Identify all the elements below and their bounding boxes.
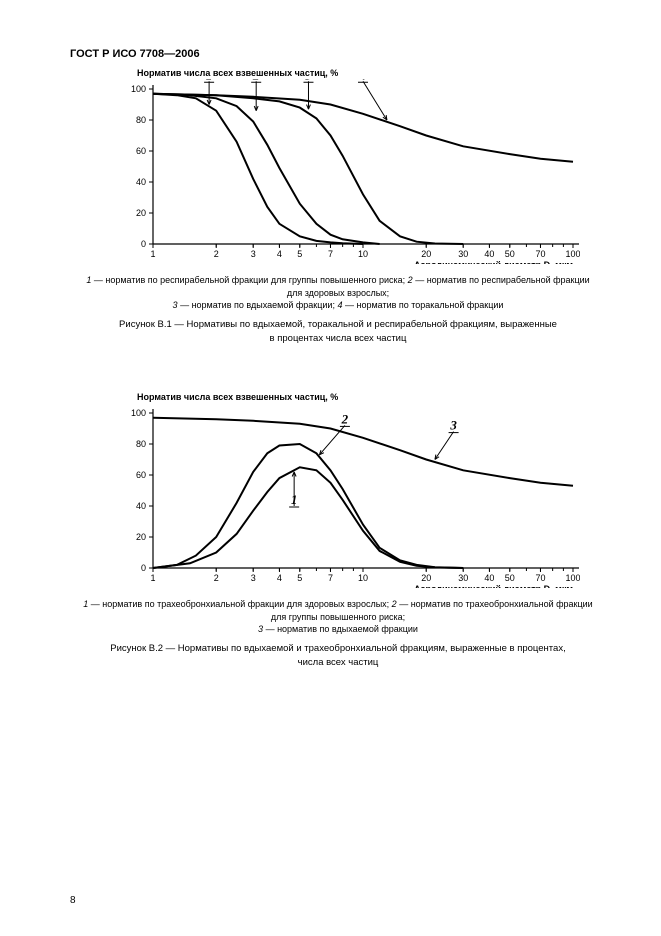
svg-text:20: 20	[421, 249, 431, 259]
svg-text:3: 3	[251, 573, 256, 583]
svg-text:5: 5	[297, 249, 302, 259]
svg-text:7: 7	[328, 573, 333, 583]
legend2: 1 — норматив по трахеобронхиальной фракц…	[70, 598, 606, 636]
chart1-svg: 020406080100123457102030405070100Аэродин…	[125, 79, 580, 264]
svg-text:40: 40	[484, 573, 494, 583]
svg-text:40: 40	[136, 177, 146, 187]
svg-text:Аэродинамический диаметр D, мк: Аэродинамический диаметр D, мкм	[414, 584, 573, 588]
svg-text:30: 30	[458, 249, 468, 259]
svg-text:1: 1	[150, 249, 155, 259]
svg-text:3: 3	[449, 418, 457, 433]
legend1-p1: — норматив по респирабельной фракции для…	[91, 275, 407, 285]
page: ГОСТ Р ИСО 7708—2006 Норматив числа всех…	[0, 0, 661, 936]
svg-text:60: 60	[136, 146, 146, 156]
svg-text:100: 100	[131, 84, 146, 94]
chart-b2: Норматив числа всех взвешенных частиц, %…	[125, 392, 606, 588]
chart1-title: Норматив числа всех взвешенных частиц, %	[137, 68, 606, 78]
svg-text:50: 50	[505, 249, 515, 259]
caption1-a: Рисунок В.1 — Нормативы по вдыхаемой, то…	[119, 319, 557, 330]
svg-text:100: 100	[565, 249, 580, 259]
svg-text:10: 10	[358, 249, 368, 259]
svg-text:0: 0	[141, 239, 146, 249]
svg-text:4: 4	[277, 573, 282, 583]
svg-text:2: 2	[214, 573, 219, 583]
caption2-b: числа всех частиц	[298, 657, 379, 668]
svg-text:50: 50	[505, 573, 515, 583]
svg-text:7: 7	[328, 249, 333, 259]
caption1-b: в процентах числа всех частиц	[270, 333, 407, 344]
svg-text:30: 30	[458, 573, 468, 583]
svg-text:2: 2	[341, 412, 349, 427]
svg-text:3: 3	[251, 249, 256, 259]
svg-text:5: 5	[297, 573, 302, 583]
svg-text:1: 1	[291, 492, 298, 507]
svg-text:10: 10	[358, 573, 368, 583]
svg-text:100: 100	[131, 408, 146, 418]
svg-text:40: 40	[484, 249, 494, 259]
svg-text:70: 70	[535, 573, 545, 583]
svg-text:20: 20	[136, 208, 146, 218]
svg-text:0: 0	[141, 563, 146, 573]
caption2-a: Рисунок В.2 — Нормативы по вдыхаемой и т…	[110, 643, 565, 654]
caption1: Рисунок В.1 — Нормативы по вдыхаемой, то…	[70, 318, 606, 347]
doc-header: ГОСТ Р ИСО 7708—2006	[70, 48, 606, 60]
svg-text:100: 100	[565, 573, 580, 583]
svg-text:4: 4	[277, 249, 282, 259]
chart-b1: Норматив числа всех взвешенных частиц, %…	[125, 68, 606, 264]
legend1: 1 — норматив по респирабельной фракции д…	[70, 274, 606, 312]
svg-text:20: 20	[421, 573, 431, 583]
page-number: 8	[70, 895, 76, 906]
chart2-title: Норматив числа всех взвешенных частиц, %	[137, 392, 606, 402]
svg-text:80: 80	[136, 115, 146, 125]
caption2: Рисунок В.2 — Нормативы по вдыхаемой и т…	[70, 642, 606, 671]
legend1-line2: 3 — норматив по вдыхаемой фракции; 4 — н…	[173, 300, 504, 310]
chart2-svg: 020406080100123457102030405070100Аэродин…	[125, 403, 580, 588]
svg-text:1: 1	[150, 573, 155, 583]
svg-text:40: 40	[136, 501, 146, 511]
svg-text:20: 20	[136, 532, 146, 542]
svg-text:70: 70	[535, 249, 545, 259]
svg-text:60: 60	[136, 470, 146, 480]
legend2-p1: — норматив по трахеобронхиальной фракции…	[88, 599, 391, 609]
svg-text:2: 2	[214, 249, 219, 259]
svg-text:Аэродинамический диаметр D, мк: Аэродинамический диаметр D, мкм	[414, 260, 573, 264]
svg-text:80: 80	[136, 439, 146, 449]
legend2-line2: 3 — норматив по вдыхаемой фракции	[258, 624, 418, 634]
